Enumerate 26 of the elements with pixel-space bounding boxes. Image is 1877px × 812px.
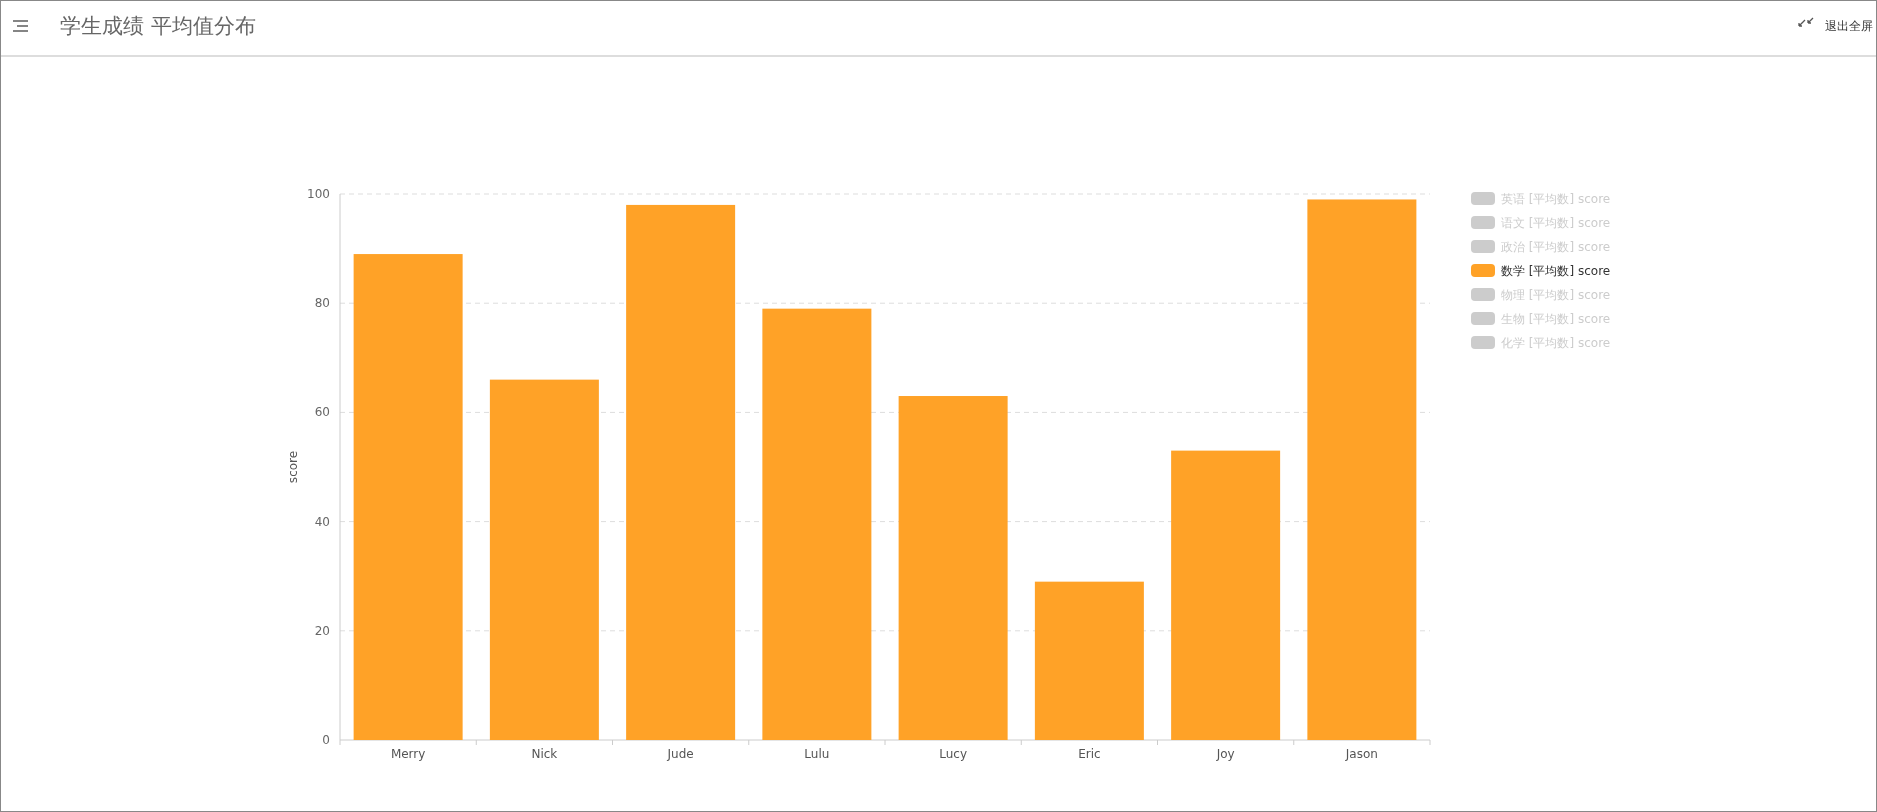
bar [353, 254, 463, 740]
y-tick-label: 60 [314, 405, 330, 420]
y-tick-label: 80 [314, 296, 330, 311]
bar [626, 204, 736, 740]
y-tick-label: 0 [322, 733, 330, 747]
x-tick-label: Jude [666, 747, 694, 761]
bar [762, 308, 872, 740]
x-tick-label: Jason [1344, 747, 1378, 761]
bar [489, 379, 599, 740]
x-tick-label: Joy [1215, 747, 1235, 761]
x-tick-label: Nick [531, 747, 558, 761]
bar [1034, 581, 1144, 740]
y-axis-title: score [286, 450, 300, 484]
x-tick-label: Lucy [939, 747, 968, 761]
legend-label: 数学 [平均数] score [1501, 264, 1611, 278]
text: 退出全屏 [1825, 19, 1873, 33]
bar [1307, 199, 1417, 740]
x-tick-label: Eric [1078, 747, 1101, 761]
y-tick-label: 100 [307, 187, 330, 201]
text: 学生成绩 平均值分布 [60, 14, 256, 38]
x-tick-label: Merry [390, 747, 426, 761]
bar [1171, 450, 1281, 740]
y-tick-label: 40 [314, 514, 330, 529]
x-tick-label: Lulu [804, 747, 830, 761]
y-tick-label: 20 [314, 623, 330, 638]
bar [898, 396, 1008, 740]
